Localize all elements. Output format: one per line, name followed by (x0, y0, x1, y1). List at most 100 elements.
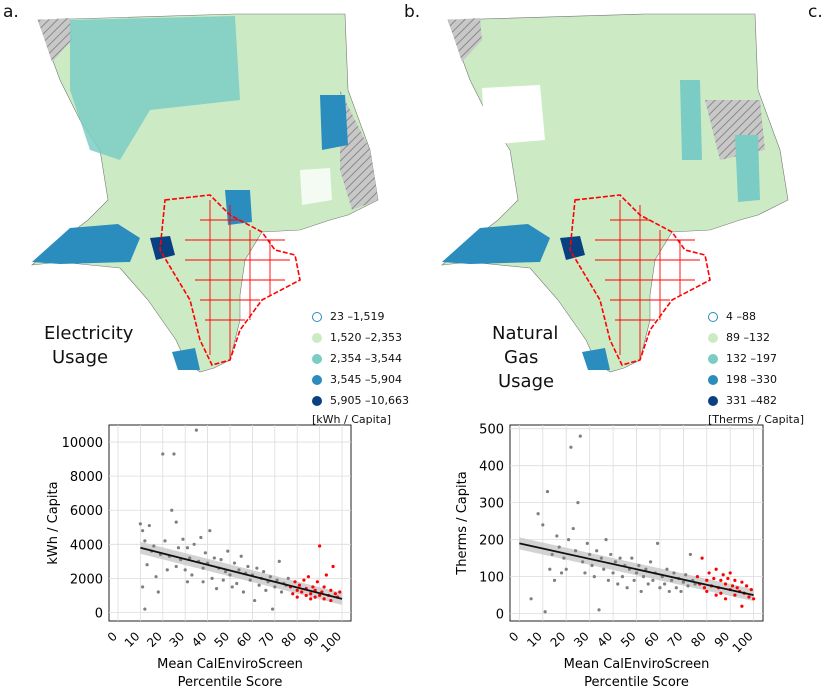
data-point (262, 569, 266, 574)
data-point (318, 544, 322, 548)
map-region (560, 236, 585, 260)
map-disadvantaged-grid (595, 200, 700, 360)
data-point (309, 597, 313, 601)
data-point (604, 538, 608, 542)
electricity-scatter-plot: 0 10 20 30 40 50 60 70 80 90100020004000600080001… (46, 425, 351, 690)
data-point (670, 578, 674, 582)
x-tick-label: 0 (105, 629, 120, 644)
map-region (680, 80, 702, 160)
data-point (295, 588, 299, 592)
data-point (304, 593, 308, 598)
legend-item: 5,905 –10,663 (312, 390, 409, 411)
map-region (70, 16, 240, 160)
data-point (616, 582, 620, 586)
data-point (318, 593, 322, 598)
data-point (232, 561, 237, 565)
map-region (300, 168, 332, 205)
map-title-line: Usage (52, 347, 109, 368)
data-point (183, 568, 187, 572)
data-point (695, 575, 700, 579)
data-point (219, 558, 223, 562)
legend-label: 132 –197 (726, 352, 777, 365)
data-point (557, 545, 561, 549)
data-point (270, 607, 275, 611)
x-tick-label: 90 (712, 629, 733, 650)
data-point (188, 556, 192, 560)
data-point (641, 575, 646, 579)
data-point (295, 595, 299, 599)
legend-item: 3,545 –5,904 (312, 369, 409, 390)
legend-item: 4 –88 (708, 306, 804, 327)
data-point (275, 578, 279, 582)
data-point (613, 560, 618, 564)
data-point (637, 563, 641, 568)
data-point (733, 578, 737, 582)
data-point (208, 529, 212, 533)
data-point (712, 576, 716, 581)
data-point (606, 578, 610, 582)
data-point (138, 522, 142, 526)
data-point (745, 584, 749, 588)
x-tick-label: 0 (506, 629, 521, 644)
data-point (143, 539, 147, 543)
legend-item: 23 –1,519 (312, 306, 409, 327)
x-tick-label: 80 (279, 629, 300, 650)
data-point (309, 592, 313, 596)
data-point (185, 546, 190, 550)
y-tick-label: 4000 (70, 538, 103, 553)
data-point (595, 549, 599, 553)
data-point (578, 434, 582, 438)
x-tick-label: 100 (318, 629, 344, 655)
data-point (733, 593, 737, 597)
data-point (141, 529, 145, 533)
legend-swatch (708, 353, 718, 364)
data-point (228, 573, 232, 577)
y-tick-label: 0 (95, 606, 103, 621)
data-point (529, 597, 533, 601)
data-point (203, 551, 207, 555)
legend-unit: [kWh / Capita] (312, 413, 392, 426)
data-point (264, 588, 268, 592)
legend-label: 2,354 –3,544 (330, 352, 402, 365)
map-nodata-region (448, 18, 482, 62)
data-point (214, 587, 219, 591)
data-point (740, 604, 744, 608)
x-tick-label: 30 (167, 629, 188, 650)
data-point (599, 556, 603, 560)
data-point (273, 585, 277, 589)
data-point (723, 582, 728, 586)
data-point (257, 583, 261, 587)
map-title-line: Usage (498, 371, 555, 392)
data-point (663, 582, 667, 586)
y-tick-label: 10000 (62, 436, 103, 451)
x-axis-label-line1: Mean CalEnviroScreen (157, 657, 303, 672)
map-nodata-region (340, 90, 378, 210)
y-tick-label: 400 (479, 460, 504, 475)
legend-label: 331 –482 (726, 394, 777, 407)
data-point (550, 552, 554, 557)
data-point (293, 580, 297, 584)
data-point (156, 590, 160, 594)
data-point (174, 520, 178, 524)
y-tick-label: 2000 (70, 572, 103, 587)
data-point (199, 535, 203, 540)
panel-label-c: c. (808, 2, 823, 22)
data-point (322, 585, 326, 589)
gas-map (441, 13, 789, 373)
map-region (442, 224, 550, 264)
panel-label-b: b. (404, 2, 421, 22)
map-region (320, 95, 348, 150)
data-point (331, 564, 335, 569)
data-point (602, 567, 606, 571)
data-point (212, 556, 216, 560)
data-point (170, 508, 174, 512)
legend-item: 331 –482 (708, 390, 804, 411)
data-point (555, 534, 559, 538)
x-tick-label: 70 (665, 629, 686, 650)
data-point (329, 588, 333, 592)
data-point (255, 566, 259, 570)
gas-map-title: Natural Gas Usage (492, 322, 558, 394)
x-axis-label-line1: Mean CalEnviroScreen (564, 657, 710, 672)
data-point (651, 578, 655, 582)
